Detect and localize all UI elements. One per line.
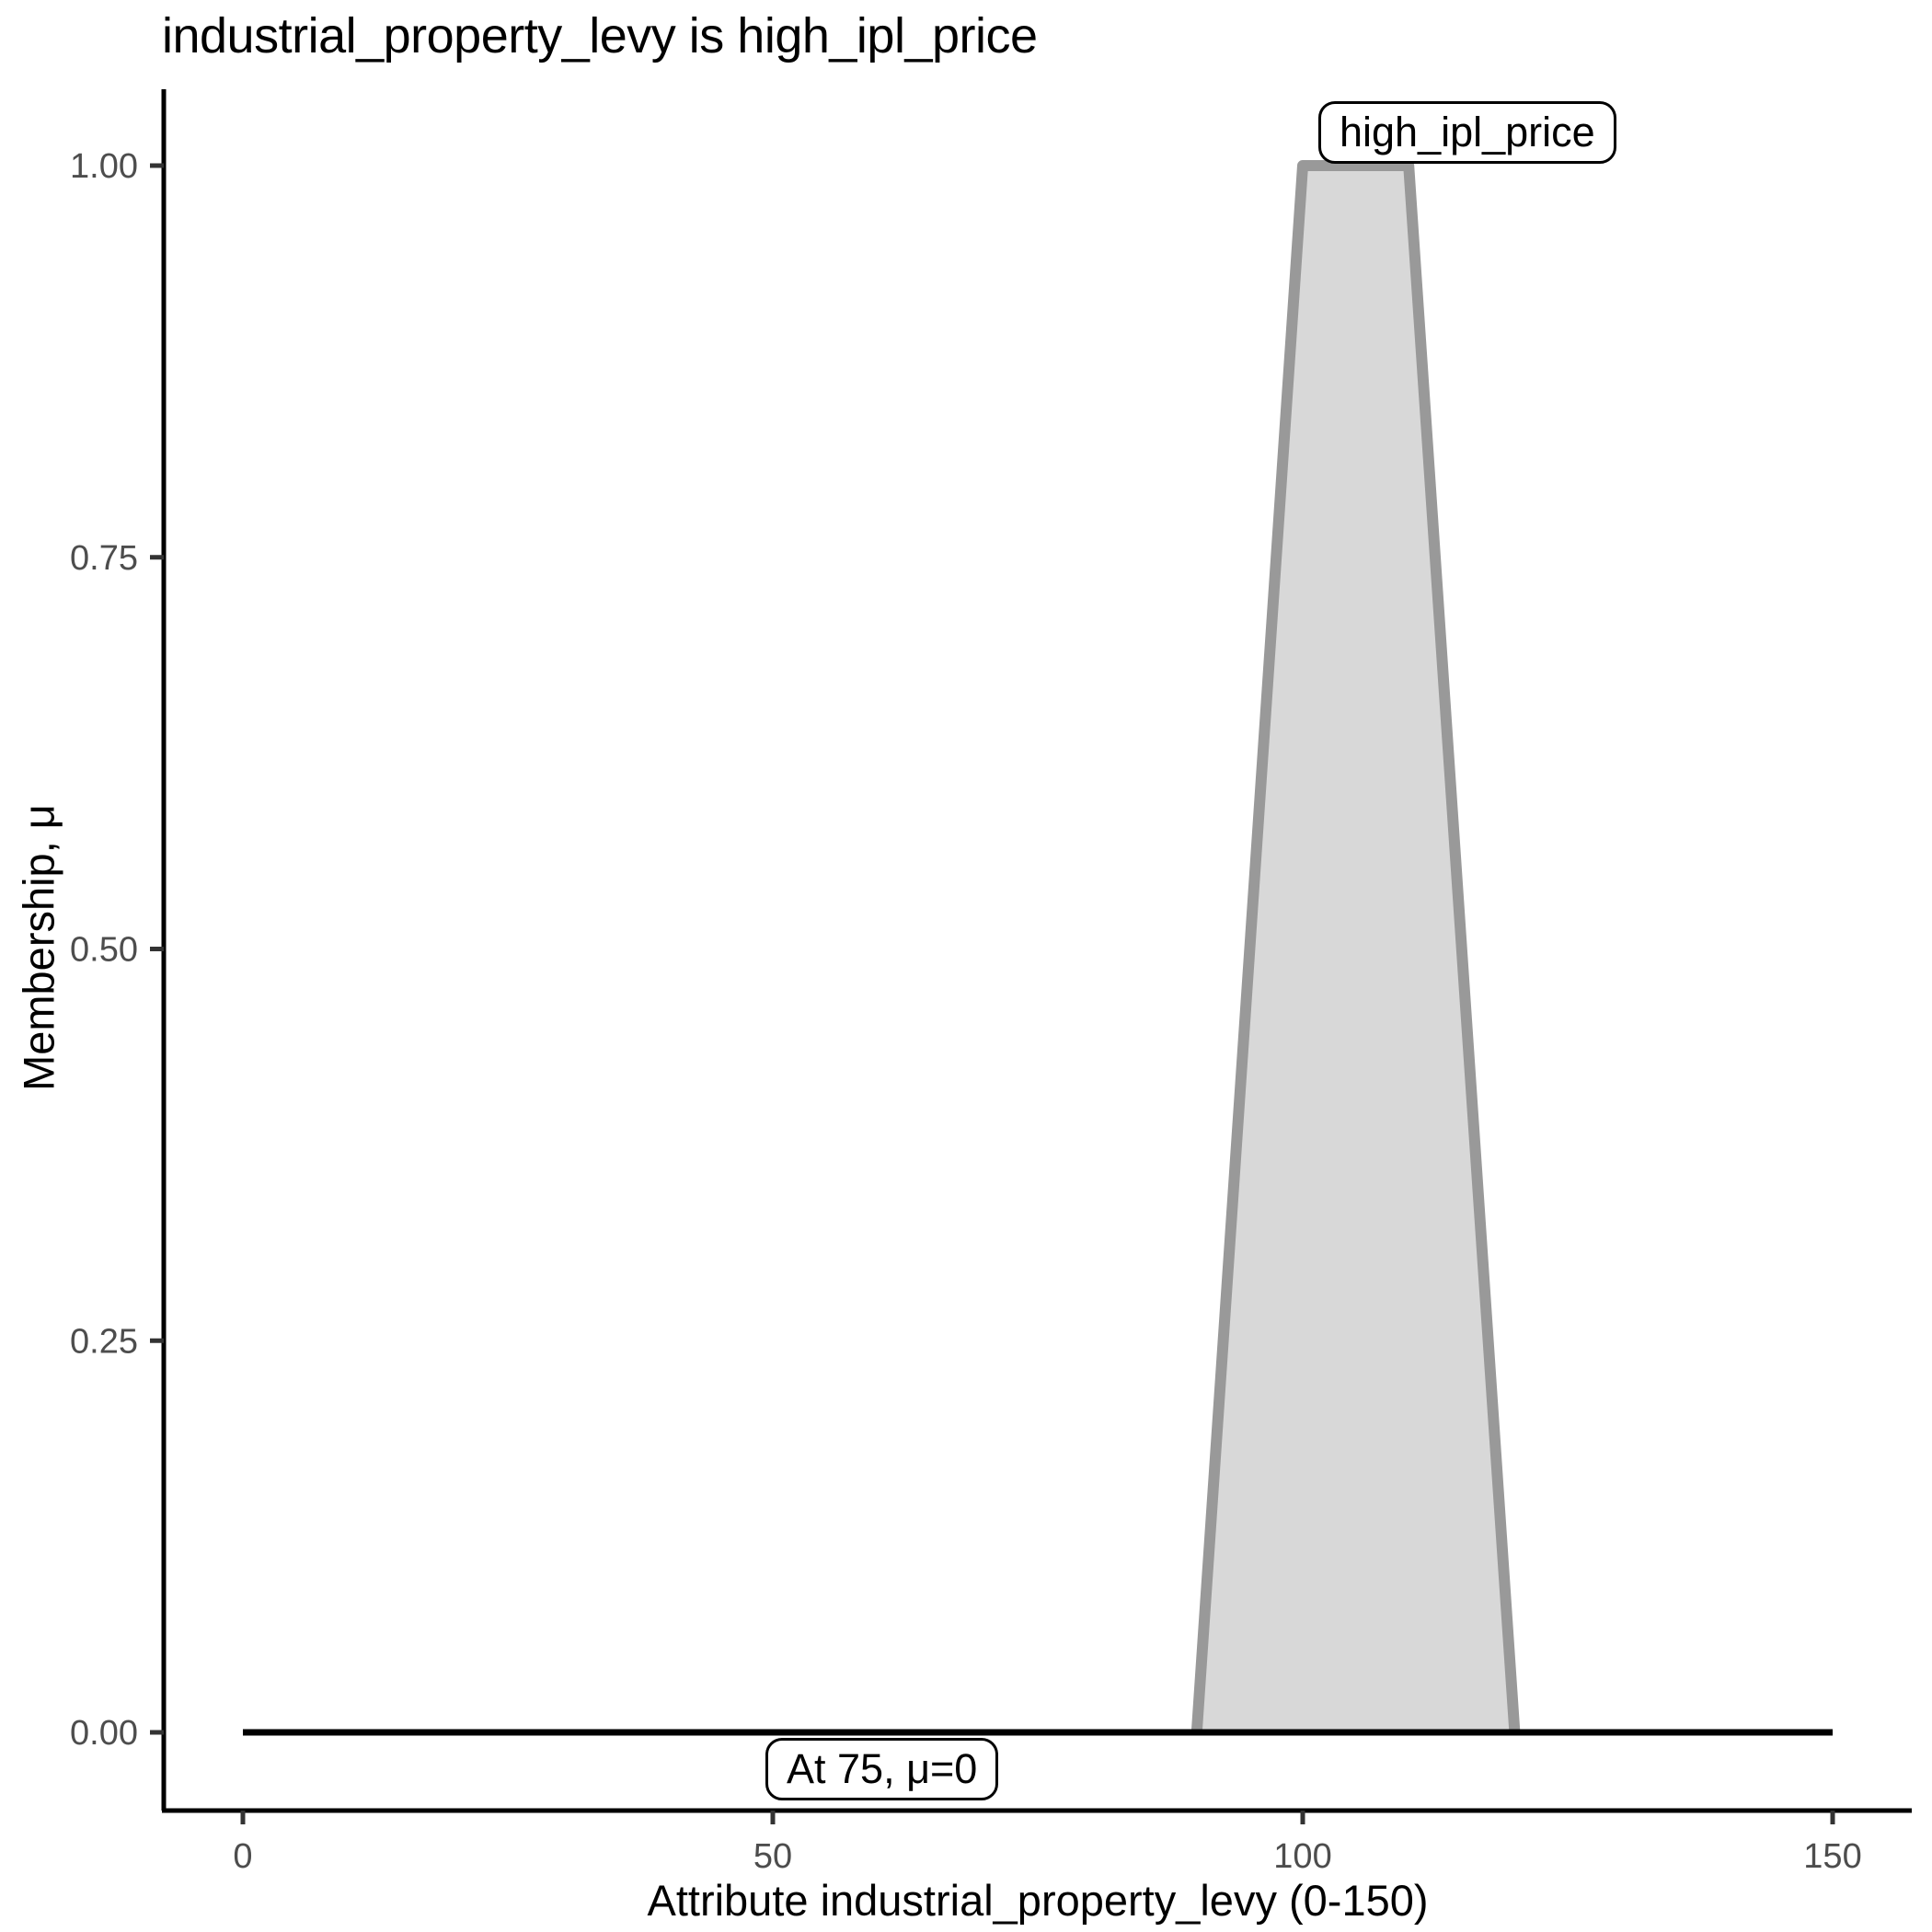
x-tick-label: 100 bbox=[1273, 1837, 1331, 1876]
y-tick-label: 0.75 bbox=[70, 539, 138, 578]
y-tick-label: 0.50 bbox=[70, 931, 138, 970]
y-tick-label: 1.00 bbox=[70, 147, 138, 186]
y-tick-label: 0.25 bbox=[70, 1322, 138, 1361]
high_ipl_price_mf-outline bbox=[1190, 160, 1521, 1733]
x-axis-label: Attribute industrial_property_levy (0-15… bbox=[647, 1876, 1429, 1925]
y-tick-label: 0.00 bbox=[70, 1714, 138, 1753]
activation-value-label: At 75, μ=0 bbox=[765, 1738, 999, 1800]
mf-name-label: high_ipl_price bbox=[1318, 101, 1616, 164]
x-tick-label: 150 bbox=[1803, 1837, 1861, 1876]
chart-title: industrial_property_levy is high_ipl_pri… bbox=[162, 8, 1038, 63]
x-tick-label: 0 bbox=[233, 1837, 252, 1876]
y-axis-label: Membership, μ bbox=[14, 804, 63, 1091]
x-tick-label: 50 bbox=[753, 1837, 792, 1876]
